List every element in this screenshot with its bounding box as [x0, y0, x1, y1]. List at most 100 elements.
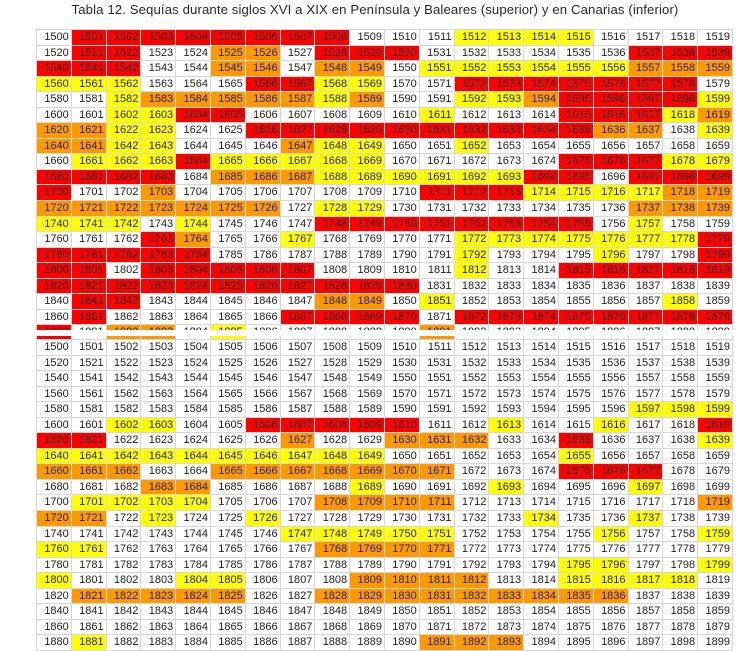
year-cell: 1669: [349, 463, 385, 480]
year-cell: 1835: [557, 587, 594, 605]
year-cell: 1795: [557, 556, 594, 574]
year-cell: 1850: [383, 293, 420, 310]
year-cell: 1848: [314, 293, 351, 310]
year-cell: 1868: [314, 308, 351, 326]
year-cell: 1772: [453, 541, 490, 558]
year-cell: 1849: [349, 603, 385, 620]
year-cell: 1694: [523, 168, 559, 186]
year-cell: 1700: [36, 184, 72, 202]
year-cell: 1576: [592, 75, 629, 93]
year-cell: 1848: [314, 603, 351, 620]
year-cell: 1502: [105, 339, 142, 356]
year-cell: 1574: [523, 75, 559, 93]
year-cell: 1764: [175, 541, 211, 558]
year-cell: 1544: [175, 370, 211, 387]
year-cell: 1751: [418, 215, 455, 233]
year-cell: 1621: [70, 432, 107, 449]
year-cell: 1520: [36, 44, 72, 62]
year-cell: 1540: [36, 60, 72, 77]
year-cell: 1581: [70, 91, 107, 108]
year-cell: 1759: [697, 215, 733, 233]
year-cell: 1821: [70, 277, 107, 295]
year-cell: 1874: [523, 618, 559, 636]
year-cell: 1799: [697, 556, 733, 574]
table-row: 1720 1721 1722 1723 1724 1725 1726 1727 1728 1729…: [36, 200, 733, 217]
year-cell: 1798: [662, 556, 699, 574]
year-cell: 1548: [314, 370, 351, 387]
year-cell: 1674: [523, 463, 559, 480]
year-cell: 1746: [244, 215, 281, 233]
year-cell: 1788: [314, 556, 351, 574]
year-cell: 1731: [418, 510, 455, 527]
year-cell: 1757: [627, 525, 664, 543]
year-cell: 1863: [140, 308, 177, 326]
year-cell: 1856: [592, 293, 629, 310]
year-cell: 1559: [697, 370, 733, 387]
year-cell: 1753: [488, 215, 525, 233]
year-cell: 1779: [697, 541, 733, 558]
year-cell: 1784: [175, 246, 211, 264]
year-cell: 1800: [36, 262, 72, 279]
year-cell: 1661: [70, 463, 107, 480]
year-cell: 1693: [488, 168, 525, 186]
year-cell: 1861: [70, 618, 107, 636]
table-row: 1540 1541 1542 1543 1544 1545 1546 1547 1548 1549…: [36, 370, 733, 387]
year-cell: 1812: [453, 262, 490, 279]
year-cell: 1506: [244, 29, 281, 46]
year-cell: 1882: [105, 634, 142, 651]
year-cell: 1506: [244, 339, 281, 356]
year-cell: 1704: [175, 494, 211, 512]
year-cell: 1625: [209, 432, 246, 449]
year-cell: 1756: [592, 215, 629, 233]
year-cell: 1880: [36, 634, 72, 651]
table-row: 1640 1641 1642 1643 1644 1645 1646 1647 1648 1649…: [36, 137, 733, 155]
year-cell: 1596: [592, 91, 629, 108]
year-cell: 1673: [488, 463, 525, 480]
year-cell: 1751: [418, 525, 455, 543]
year-cell: 1621: [70, 122, 107, 139]
year-cell: 1650: [383, 447, 420, 465]
year-cell: 1546: [244, 370, 281, 387]
year-cell: 1796: [592, 246, 629, 264]
year-cell: 1805: [209, 572, 246, 589]
year-cell: 1803: [140, 262, 177, 279]
year-cell: 1739: [697, 200, 733, 217]
year-cell: 1762: [105, 231, 142, 248]
year-cell: 1677: [627, 153, 664, 170]
year-cell: 1842: [105, 603, 142, 620]
year-cell: 1890: [383, 634, 420, 651]
year-cell: 1517: [627, 339, 664, 356]
year-cell: 1554: [523, 60, 559, 77]
year-cell: 1617: [627, 106, 664, 124]
year-cell: 1855: [557, 293, 594, 310]
year-cell: 1597: [627, 401, 664, 418]
year-cell: 1655: [557, 447, 594, 465]
year-cell: 1688: [314, 168, 351, 186]
year-cell: 1708: [314, 494, 351, 512]
year-cell: 1655: [557, 137, 594, 155]
year-cell: 1729: [349, 510, 385, 527]
year-cell: 1523: [140, 354, 177, 372]
year-cell: 1539: [697, 354, 733, 372]
year-cell: 1714: [523, 494, 559, 512]
year-cell: 1761: [70, 541, 107, 558]
year-cell: 1752: [453, 525, 490, 543]
year-cell: 1724: [175, 200, 211, 217]
year-cell: 1840: [36, 603, 72, 620]
year-cell: 1561: [70, 385, 107, 403]
year-cell: 1649: [349, 447, 385, 465]
year-cell: 1504: [175, 339, 211, 356]
year-cell: 1586: [244, 401, 281, 418]
year-cell: 1778: [662, 541, 699, 558]
year-cell: 1675: [557, 463, 594, 480]
year-cell: 1552: [453, 60, 490, 77]
year-cell: 1825: [209, 587, 246, 605]
year-cell: 1701: [70, 184, 107, 202]
year-cell: 1559: [697, 60, 733, 77]
year-cell: 1503: [140, 29, 177, 46]
year-cell: 1819: [697, 572, 733, 589]
year-cell: 1545: [209, 370, 246, 387]
year-cell: 1706: [244, 184, 281, 202]
year-cell: 1681: [70, 478, 107, 496]
year-cell: 1672: [453, 153, 490, 170]
